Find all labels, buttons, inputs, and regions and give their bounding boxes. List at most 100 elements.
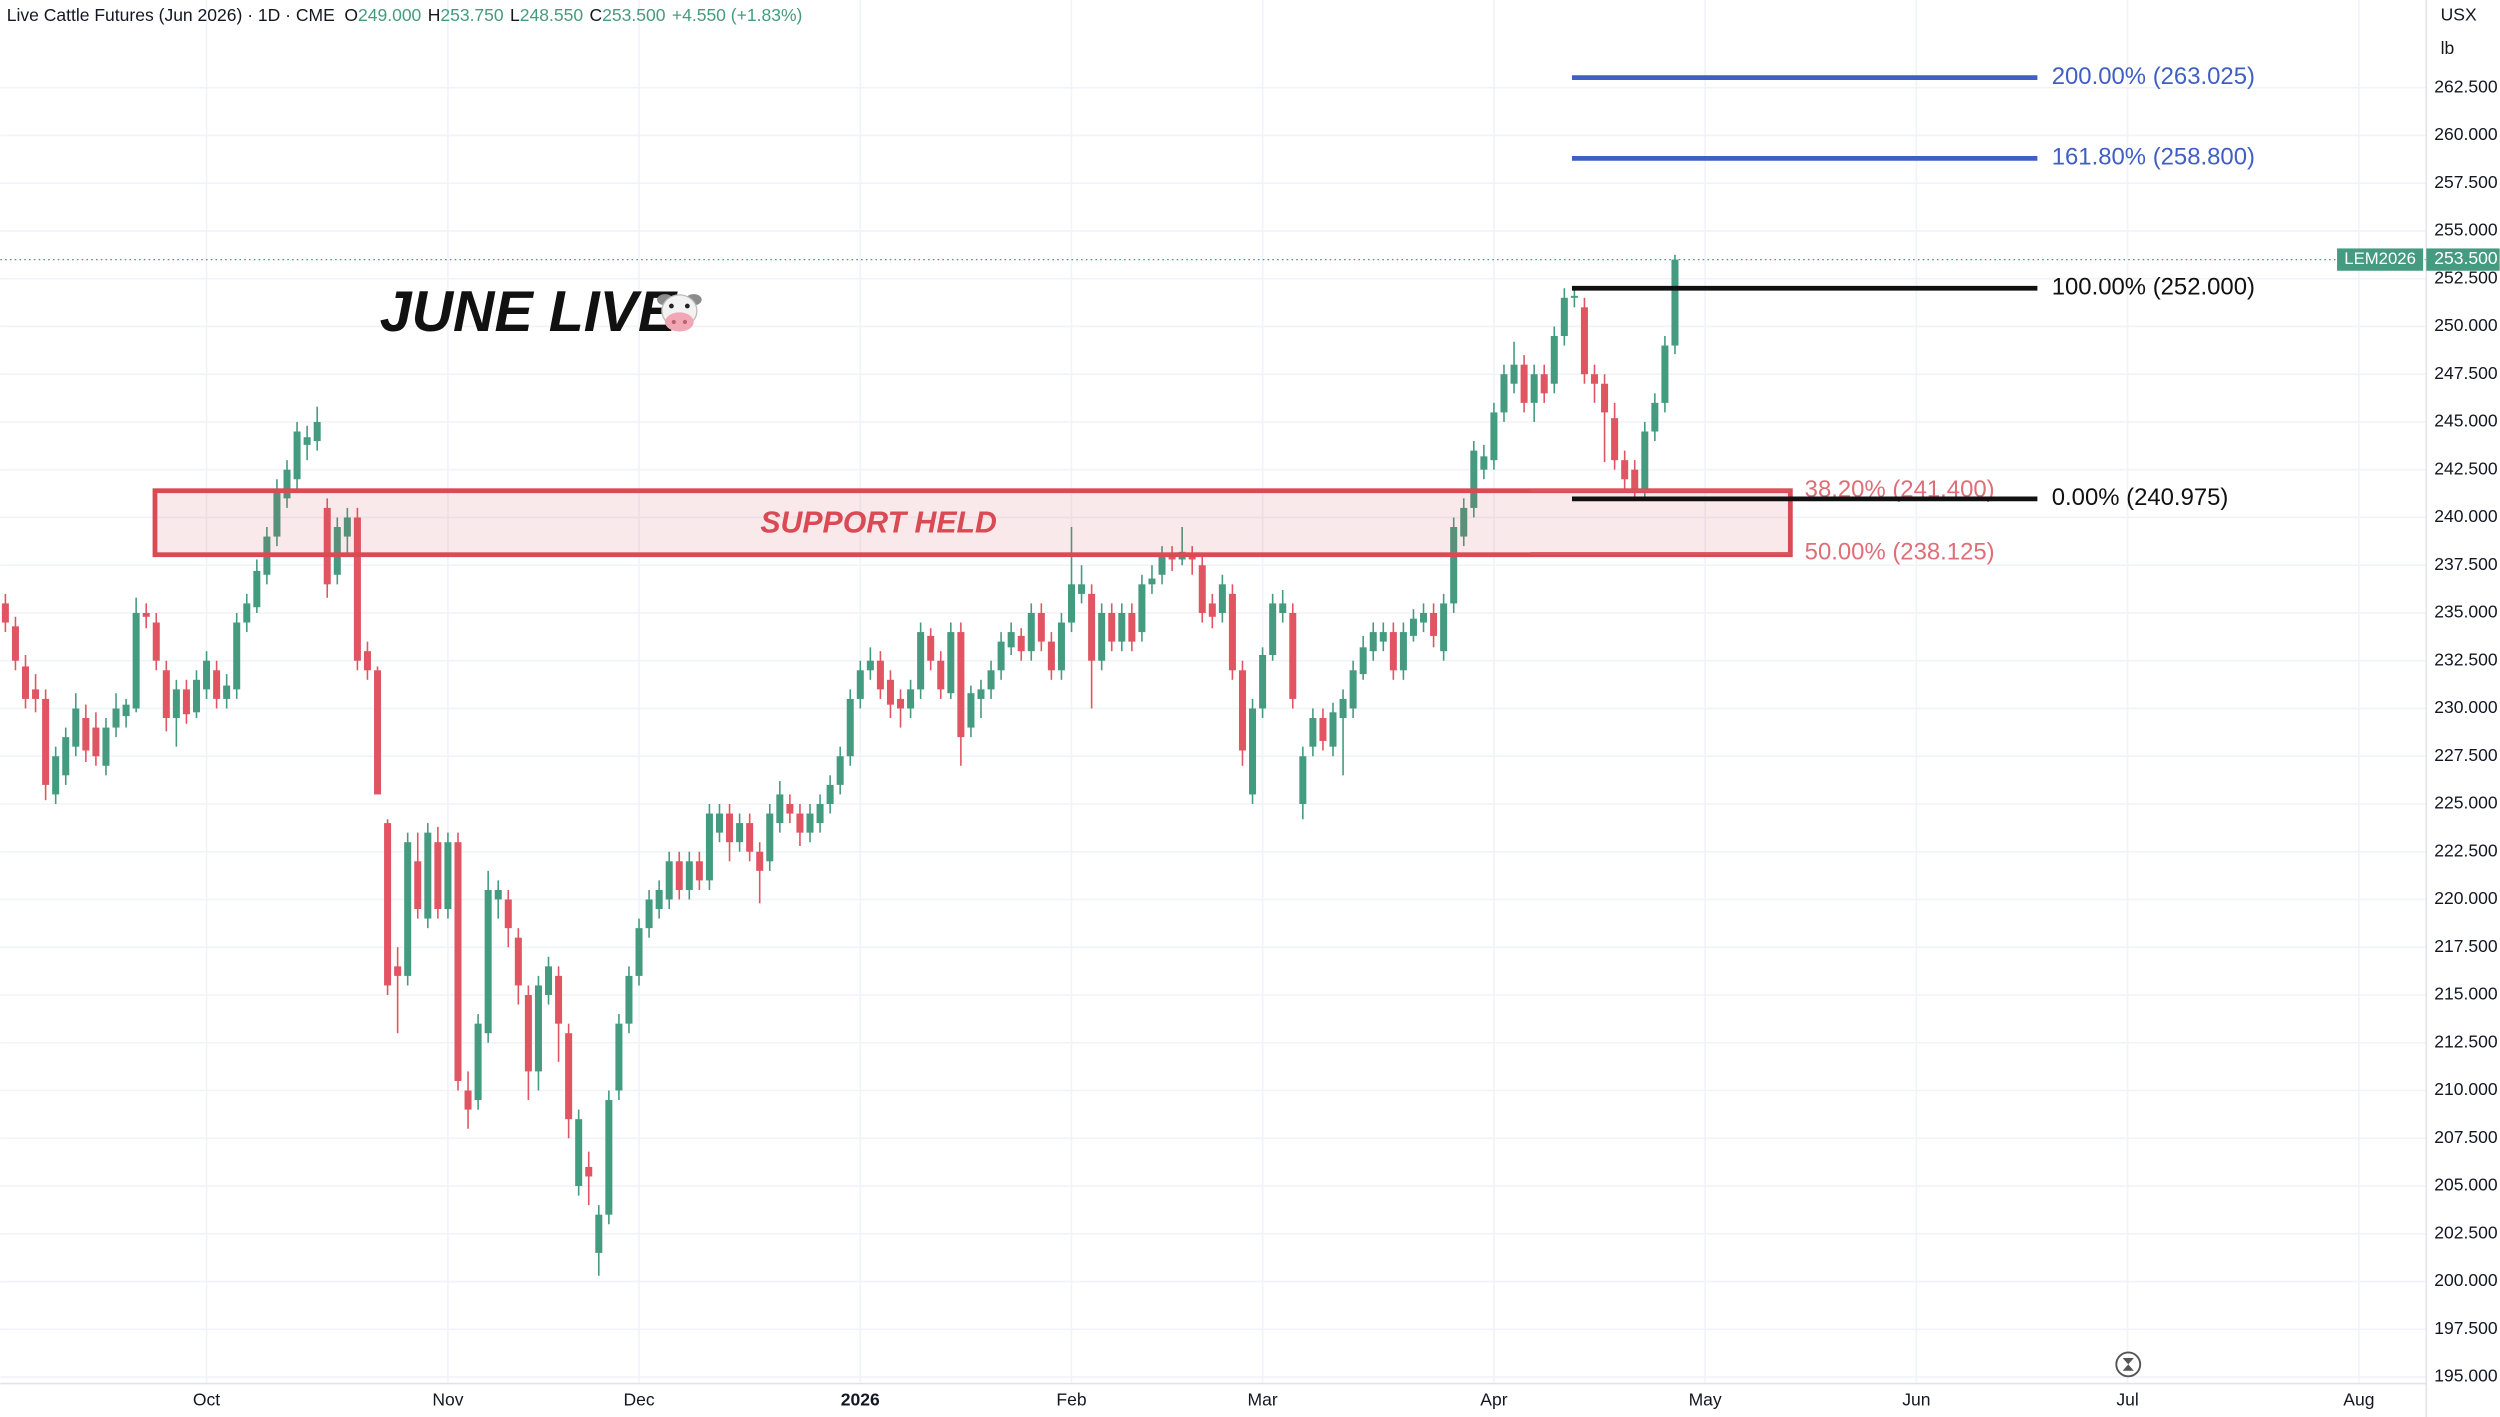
- candle-body: [1570, 295, 1578, 298]
- grid: [0, 0, 2427, 1384]
- candle-body: [1480, 456, 1488, 470]
- candle-body: [152, 622, 160, 661]
- candle-body: [172, 689, 180, 719]
- candle-body: [1168, 555, 1176, 560]
- y-tick-label: 225.000: [2434, 793, 2498, 813]
- candle-body: [142, 612, 150, 617]
- candle-body: [1420, 612, 1428, 623]
- candle-body: [1611, 418, 1619, 461]
- y-tick-label: 220.000: [2434, 888, 2498, 908]
- candle-body: [514, 937, 522, 986]
- candle-body: [856, 670, 864, 699]
- candle-body: [1017, 635, 1025, 652]
- candle-body: [213, 670, 221, 699]
- candle-body: [1, 603, 9, 623]
- candle-body: [1409, 618, 1417, 636]
- candle-body: [1490, 412, 1498, 461]
- candle-body: [1580, 307, 1588, 375]
- ohlc-key: H: [428, 5, 441, 25]
- candle-body: [11, 626, 19, 661]
- candle-body: [1601, 383, 1609, 413]
- candle-body: [192, 679, 200, 713]
- candle-body: [635, 928, 643, 976]
- candle-body: [132, 612, 140, 709]
- candle-body: [1269, 603, 1277, 655]
- candle-body: [1289, 612, 1297, 699]
- candle-body: [1500, 374, 1508, 413]
- candle-body: [534, 985, 542, 1072]
- y-tick-label: 195.000: [2434, 1366, 2498, 1386]
- y-tick-label: 237.500: [2434, 554, 2498, 574]
- y-tick-label: 200.000: [2434, 1270, 2498, 1290]
- candle-body: [756, 851, 764, 871]
- candle-body: [1309, 718, 1317, 747]
- candle-body: [1671, 259, 1679, 346]
- candle-body: [52, 756, 60, 795]
- candle-body: [997, 641, 1005, 671]
- candle-body: [273, 488, 281, 537]
- candle-body: [565, 1033, 573, 1120]
- reset-icon[interactable]: [2115, 1351, 2142, 1378]
- annotation: JUNE LIVE: [380, 280, 678, 344]
- y-tick-label: 252.500: [2434, 267, 2498, 287]
- candle-body: [1249, 708, 1257, 795]
- candle-body: [223, 685, 231, 699]
- y-tick-label: 227.500: [2434, 745, 2498, 765]
- change: +4.550 (+1.83%): [672, 5, 803, 25]
- candle-body: [343, 517, 351, 537]
- candle-body: [695, 861, 703, 881]
- candle-body: [1460, 507, 1468, 537]
- candle-body: [786, 803, 794, 814]
- candle-body: [454, 842, 462, 1081]
- candle-body: [1560, 297, 1568, 336]
- candle-body: [333, 527, 341, 575]
- candle-body: [615, 1023, 623, 1091]
- y-tick-label: 235.000: [2434, 602, 2498, 622]
- zone-label: SUPPORT HELD: [760, 506, 997, 539]
- candle-body: [555, 975, 563, 1024]
- y-tick-label: 202.500: [2434, 1222, 2498, 1242]
- candle-body: [414, 861, 422, 910]
- price-tag-label: 253.500: [2434, 248, 2498, 268]
- candle-body: [1339, 698, 1347, 719]
- candle-body: [1098, 612, 1106, 661]
- candle-body: [504, 899, 512, 929]
- candle-body: [1590, 374, 1599, 384]
- candle-body: [404, 842, 412, 976]
- candle-body: [1379, 632, 1387, 642]
- y-tick-label: 232.500: [2434, 649, 2498, 669]
- candle-body: [1450, 527, 1458, 604]
- candle-body: [1279, 603, 1287, 613]
- candle-body: [957, 632, 965, 738]
- candle-body: [112, 708, 120, 728]
- candle-body: [977, 689, 985, 699]
- candle-body: [1470, 450, 1478, 508]
- candle-body: [967, 693, 975, 728]
- candle-body: [92, 727, 100, 757]
- candle-body: [384, 823, 392, 986]
- candle-body: [323, 507, 331, 585]
- x-tick-label: Aug: [2343, 1390, 2374, 1410]
- candle-body: [1037, 612, 1045, 642]
- candle-body: [72, 708, 80, 747]
- candle-body: [102, 727, 110, 766]
- candle-body: [1067, 584, 1076, 623]
- candle-body: [1359, 647, 1367, 675]
- x-tick-label: Jun: [1902, 1390, 1930, 1410]
- candle-body: [846, 698, 854, 757]
- ohlc-value: 248.550: [520, 5, 584, 25]
- candle-body: [1027, 612, 1035, 652]
- y-tick-label: 207.500: [2434, 1127, 2498, 1147]
- y-tick-label: 255.000: [2434, 220, 2498, 240]
- candle-body: [705, 813, 713, 881]
- candles: [1, 254, 1679, 1276]
- fib-label: 50.00% (238.125): [1805, 539, 1995, 566]
- candle-body: [715, 813, 723, 833]
- candle-body: [675, 861, 683, 890]
- candle-body: [21, 666, 30, 699]
- candle-body: [313, 421, 321, 442]
- candle-body: [42, 698, 50, 785]
- candle-body: [886, 679, 894, 705]
- candle-body: [1369, 632, 1377, 652]
